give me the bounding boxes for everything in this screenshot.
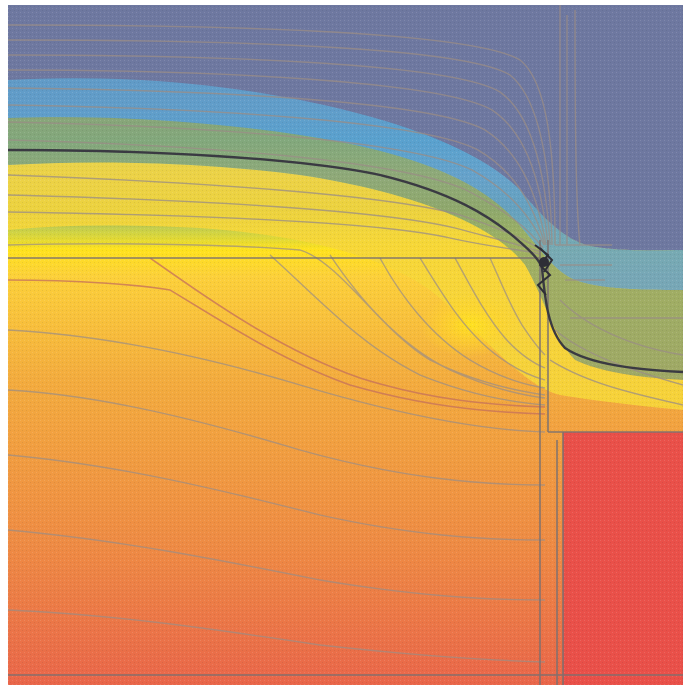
isotherms-lower (7, 243, 546, 663)
isotherms-right (549, 5, 683, 406)
junction-detail (534, 244, 554, 296)
structure-outlines (8, 240, 683, 685)
isotherms-upper (7, 24, 556, 255)
dither-overlay (8, 5, 683, 685)
isotherms-hot (7, 257, 546, 415)
dark-threshold-isotherm (7, 148, 683, 374)
